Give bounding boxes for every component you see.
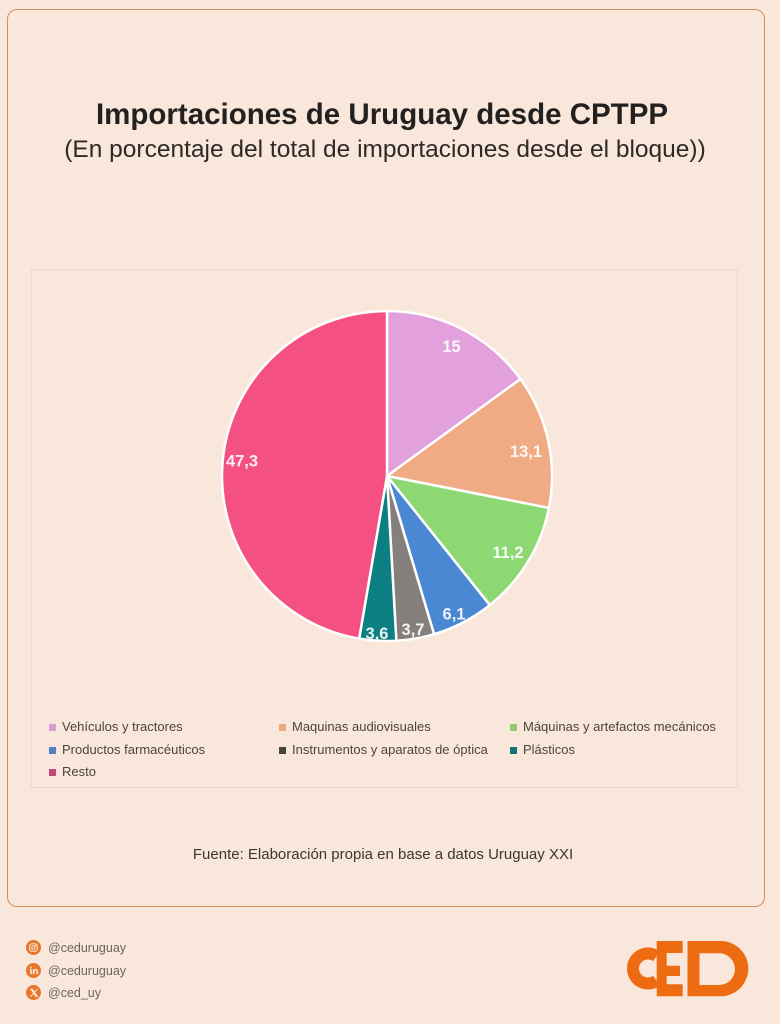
svg-text:11,2: 11,2: [492, 544, 523, 562]
svg-text:6,1: 6,1: [443, 606, 466, 624]
svg-text:47,3: 47,3: [226, 453, 258, 471]
svg-text:15: 15: [442, 338, 460, 356]
svg-text:13,1: 13,1: [510, 443, 542, 461]
svg-text:3,6: 3,6: [366, 625, 389, 643]
svg-text:3,7: 3,7: [402, 621, 425, 639]
